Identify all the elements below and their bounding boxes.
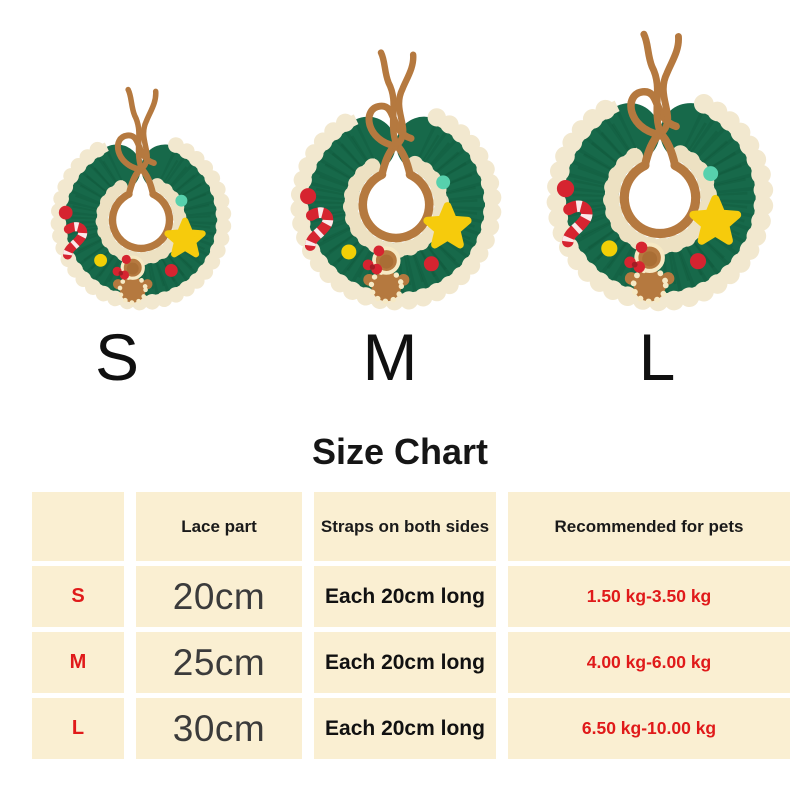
table-row-l-recommended: 6.50 kg-10.00 kg bbox=[508, 698, 790, 759]
table-header-lace: Lace part bbox=[136, 492, 302, 561]
table-row-l-lace: 30cm bbox=[136, 698, 302, 759]
wreath-collar-image-medium bbox=[278, 44, 514, 312]
table-row-s-straps: Each 20cm long bbox=[314, 566, 496, 627]
table-row-l-size: L bbox=[32, 698, 124, 759]
size-chart-table: Lace part Straps on both sides Recommend… bbox=[32, 492, 790, 759]
table-row-m-lace: 25cm bbox=[136, 632, 302, 693]
size-label-m: M bbox=[362, 320, 418, 394]
size-label-l: L bbox=[638, 320, 676, 394]
table-row-l-straps: Each 20cm long bbox=[314, 698, 496, 759]
table-header-straps: Straps on both sides bbox=[314, 492, 496, 561]
table-row-m-size: M bbox=[32, 632, 124, 693]
wreath-collar-image-small bbox=[40, 82, 242, 312]
table-row-s-size: S bbox=[32, 566, 124, 627]
table-row-m-recommended: 4.00 kg-6.00 kg bbox=[508, 632, 790, 693]
table-row-s-lace: 20cm bbox=[136, 566, 302, 627]
table-header-corner bbox=[32, 492, 124, 561]
wreath-collar-image-large bbox=[533, 25, 787, 313]
size-chart-title: Size Chart bbox=[311, 431, 489, 472]
size-label-s: S bbox=[94, 320, 140, 394]
table-row-m-straps: Each 20cm long bbox=[314, 632, 496, 693]
table-row-s-recommended: 1.50 kg-3.50 kg bbox=[508, 566, 790, 627]
table-header-recommended: Recommended for pets bbox=[508, 492, 790, 561]
